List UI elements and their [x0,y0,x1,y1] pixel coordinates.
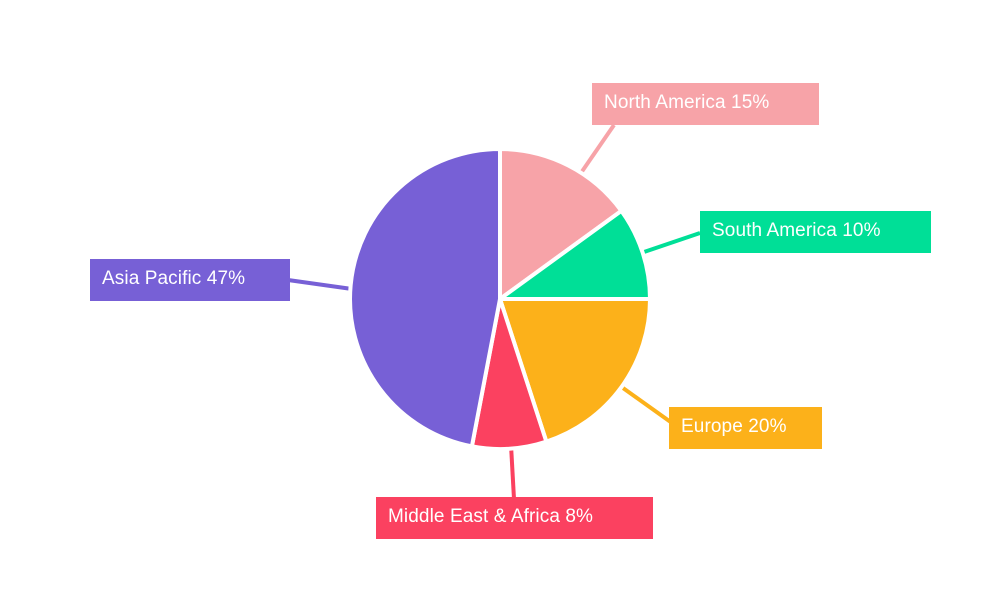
pie-slice[interactable] [498,208,652,301]
leader-lines [287,123,701,500]
leader-line [621,386,674,425]
leader-line [287,278,353,291]
pie-slice-label[interactable]: South America 10% [700,211,931,253]
pie-slice-label[interactable]: Europe 20% [669,407,822,449]
pie-slice-label[interactable]: North America 15% [592,83,819,125]
pie-slice[interactable] [498,297,652,444]
leader-line [509,444,516,500]
leader-line [643,231,701,254]
pie-slice[interactable] [498,147,624,301]
pie-slice-label[interactable]: Middle East & Africa 8% [376,497,653,539]
pie-slice[interactable] [348,147,502,449]
pie-slice-label[interactable]: Asia Pacific 47% [90,259,290,301]
pie-slices [348,147,652,451]
